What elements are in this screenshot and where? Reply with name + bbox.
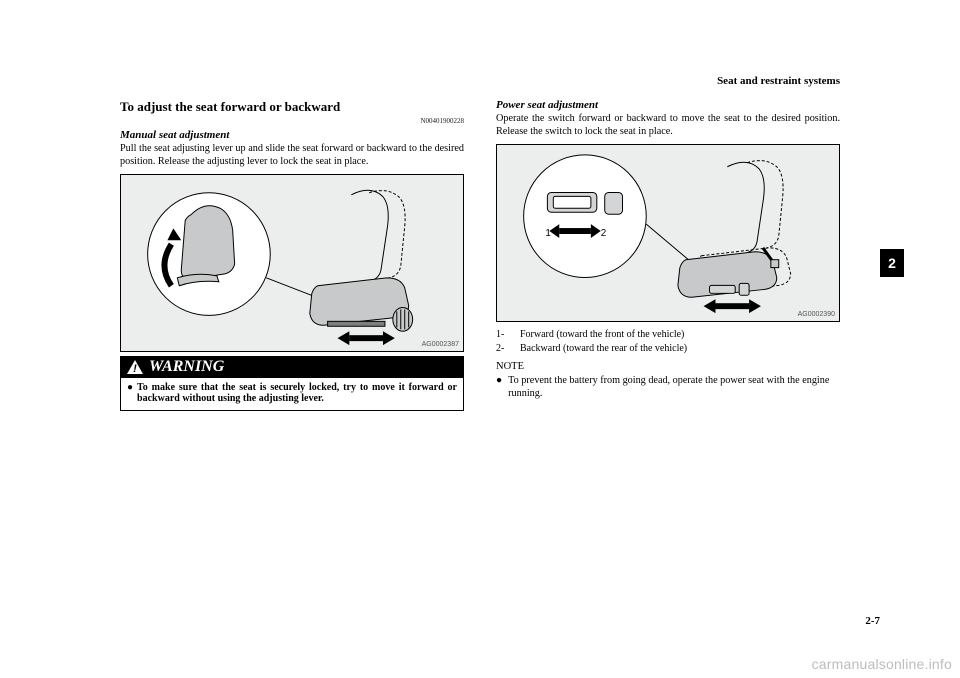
warning-box: ! WARNING ● To make sure that the seat i… (120, 356, 464, 411)
warning-body: ● To make sure that the seat is securely… (121, 378, 463, 410)
warning-triangle-icon: ! (127, 360, 143, 374)
warning-label: WARNING (149, 358, 224, 376)
figure-id: AG0002390 (798, 311, 835, 318)
right-subheading: Power seat adjustment (496, 99, 840, 111)
manual-seat-illustration (121, 175, 463, 351)
power-seat-figure: 1 2 (496, 144, 840, 322)
note-item: ● To prevent the battery from going dead… (496, 374, 840, 401)
columns: To adjust the seat forward or backward N… (120, 99, 840, 411)
list-num: 2- (496, 342, 510, 356)
left-subheading: Manual seat adjustment (120, 129, 464, 141)
legend-list: 1- Forward (toward the front of the vehi… (496, 328, 840, 355)
manual-page: Seat and restraint systems 2 To adjust t… (120, 85, 840, 605)
list-text: Forward (toward the front of the vehicle… (520, 328, 684, 342)
inset-label-2: 2 (601, 228, 607, 239)
left-body: Pull the seat adjusting lever up and sli… (120, 142, 464, 168)
inset-label-1: 1 (545, 228, 551, 239)
warning-header: ! WARNING (121, 357, 463, 378)
power-seat-illustration: 1 2 (497, 145, 839, 321)
page-number: 2-7 (865, 615, 880, 627)
left-refcode: N00401900228 (120, 117, 464, 125)
note-text: To prevent the battery from going dead, … (508, 374, 840, 401)
left-column: To adjust the seat forward or backward N… (120, 99, 464, 411)
right-body: Operate the switch forward or backward t… (496, 112, 840, 138)
watermark: carmanualsonline.info (812, 656, 952, 672)
left-heading: To adjust the seat forward or backward (120, 99, 464, 115)
bullet-icon: ● (127, 382, 133, 404)
bullet-icon: ● (496, 374, 502, 401)
list-item: 1- Forward (toward the front of the vehi… (496, 328, 840, 342)
manual-seat-figure: AG0002387 (120, 174, 464, 352)
running-head: Seat and restraint systems (717, 75, 840, 87)
right-column: Power seat adjustment Operate the switch… (496, 99, 840, 411)
note-label: NOTE (496, 361, 840, 372)
list-item: 2- Backward (toward the rear of the vehi… (496, 342, 840, 356)
list-num: 1- (496, 328, 510, 342)
section-tab: 2 (880, 249, 904, 277)
list-text: Backward (toward the rear of the vehicle… (520, 342, 687, 356)
svg-text:!: ! (133, 363, 137, 374)
warning-text: To make sure that the seat is securely l… (137, 382, 457, 404)
figure-id: AG0002387 (422, 341, 459, 348)
